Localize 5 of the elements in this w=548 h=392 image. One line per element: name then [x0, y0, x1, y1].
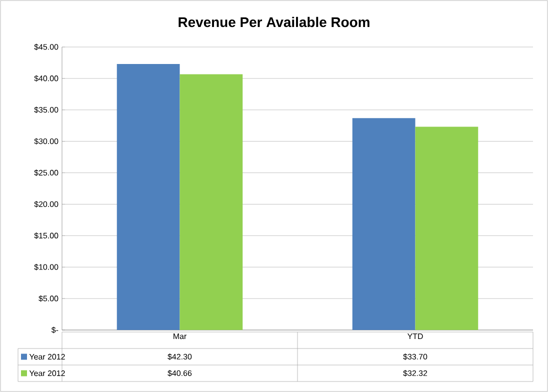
bar — [415, 126, 478, 330]
bar — [180, 74, 243, 330]
chart-title: Revenue Per Available Room — [178, 16, 370, 28]
bar — [116, 64, 180, 330]
bar — [352, 118, 416, 330]
